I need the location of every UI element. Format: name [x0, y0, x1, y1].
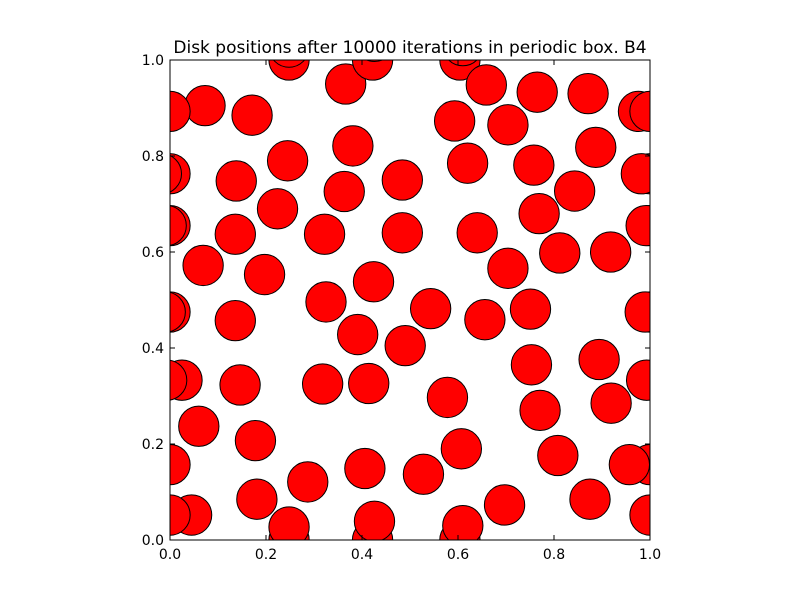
- disk-34: [182, 244, 224, 287]
- disk-73-image: [170, 494, 191, 536]
- chart-title: Disk positions after 10000 iterations in…: [173, 38, 646, 58]
- disk-15: [266, 140, 309, 182]
- disk-10-image: [629, 90, 650, 133]
- disk-72: [442, 504, 484, 540]
- disk-0: [184, 84, 226, 127]
- disk-32: [539, 232, 581, 274]
- disk-11: [433, 100, 476, 142]
- disk-64: [402, 453, 445, 495]
- disk-10: [170, 90, 191, 133]
- x-tick-label: 1.0: [639, 547, 661, 563]
- disk-53: [625, 359, 650, 401]
- disk-70-image: [272, 60, 306, 68]
- disk-36: [243, 253, 286, 296]
- axis-ticks: 0.0 0.2 0.4 0.6 0.8 1.0 0.0 0.2 0.4 0.6 0.8 1.0: [142, 53, 661, 563]
- disk-66: [236, 478, 278, 520]
- y-tick-label: 0.0: [142, 533, 164, 549]
- disk-45: [337, 313, 379, 356]
- y-tick-label: 0.8: [142, 149, 164, 165]
- disk-70: [268, 506, 310, 540]
- disk-24: [256, 188, 299, 230]
- disk-35: [487, 247, 529, 289]
- disk-31: [625, 204, 650, 247]
- disk-50: [219, 364, 261, 406]
- disk-29: [381, 212, 423, 254]
- disk-44: [464, 299, 506, 341]
- disk-4: [351, 60, 394, 81]
- disk-51: [301, 363, 344, 405]
- disk-23: [553, 170, 596, 212]
- disk-60: [537, 434, 579, 477]
- disk-30: [456, 212, 498, 254]
- disk-42-image: [170, 291, 186, 333]
- disk-41: [509, 288, 552, 330]
- disk-62: [344, 447, 386, 490]
- x-tick-label: 0.8: [543, 547, 565, 563]
- disk-61: [170, 443, 191, 486]
- y-tick-label: 1.0: [142, 53, 164, 69]
- disk-21-image: [170, 154, 183, 193]
- disk-65: [287, 461, 329, 503]
- disk-53-image: [170, 359, 188, 401]
- disk-31-image: [170, 205, 187, 246]
- disk-13: [332, 125, 374, 167]
- disk-68: [569, 478, 611, 520]
- disk-54: [426, 376, 469, 419]
- disk-57: [178, 405, 220, 447]
- disk-39: [305, 281, 347, 323]
- disk-25: [518, 192, 560, 235]
- disk-37: [352, 261, 395, 303]
- disk-43: [214, 299, 256, 342]
- disk-47: [510, 344, 553, 386]
- disk-52: [348, 362, 390, 405]
- disk-59: [440, 428, 483, 470]
- disk-14: [575, 126, 617, 169]
- x-tick-label: 0.4: [351, 547, 373, 563]
- disk-55: [590, 382, 632, 424]
- x-tick-label: 0.6: [447, 547, 469, 563]
- disk-58: [234, 419, 277, 462]
- y-tick-label: 0.4: [142, 341, 164, 357]
- disk-28: [303, 213, 346, 255]
- disk-56: [519, 389, 561, 432]
- disk-20: [381, 159, 423, 201]
- disk-71: [353, 500, 396, 540]
- disk-17: [513, 144, 555, 186]
- disk-1: [231, 94, 273, 136]
- y-tick-label: 0.6: [142, 245, 164, 261]
- disk-42: [624, 291, 650, 333]
- disk-73: [629, 494, 650, 536]
- disk-27: [214, 213, 256, 255]
- disk-67: [483, 484, 526, 526]
- disk-16: [446, 142, 489, 184]
- x-tick-label: 0.0: [159, 547, 181, 563]
- disk-46: [384, 324, 426, 367]
- disk-12: [487, 104, 529, 146]
- disk-33: [589, 231, 632, 273]
- disk-48: [578, 338, 620, 381]
- disk-6: [465, 64, 507, 106]
- x-tick-label: 0.2: [255, 547, 277, 563]
- disk-layer: [170, 60, 650, 540]
- disk-19: [215, 160, 257, 202]
- disk-2: [325, 63, 367, 105]
- disk-8: [567, 72, 609, 115]
- disk-21: [620, 153, 650, 195]
- disk-22: [323, 170, 365, 213]
- disk-40: [409, 287, 452, 330]
- y-tick-label: 0.2: [142, 437, 164, 453]
- disk-7: [516, 71, 558, 113]
- disk-72-image: [447, 60, 478, 67]
- plot-frame: [169, 59, 651, 541]
- disk-63: [608, 443, 650, 486]
